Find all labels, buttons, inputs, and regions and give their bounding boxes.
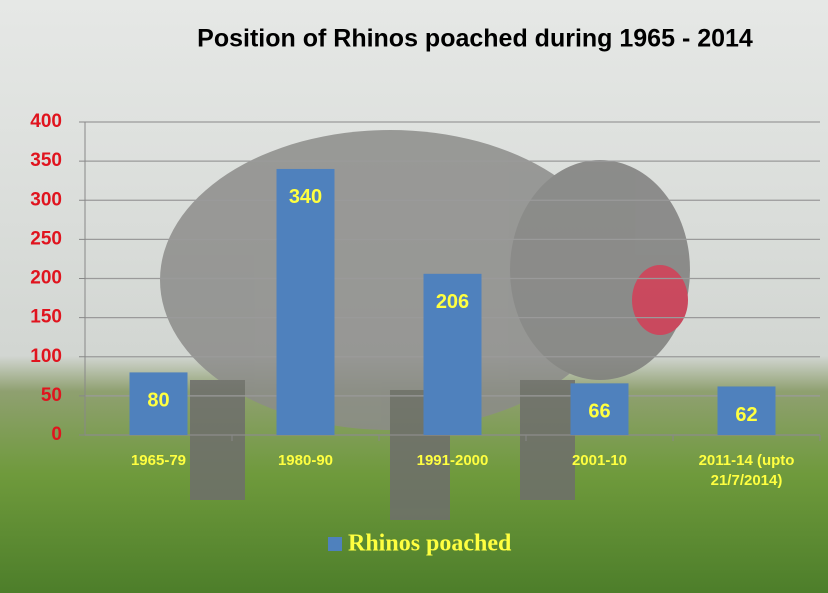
y-tick-label: 0 [51, 424, 62, 445]
chart: Position of Rhinos poached during 1965 -… [0, 0, 828, 593]
y-tick-label: 100 [30, 346, 62, 367]
value-label: 206 [436, 291, 469, 313]
x-tick-label: 1980-90 [236, 451, 376, 471]
y-tick-label: 150 [30, 307, 62, 328]
y-tick-label: 350 [30, 150, 62, 171]
y-tick-label: 300 [30, 189, 62, 210]
x-tick-label-box: 2001-10 [530, 451, 670, 501]
x-tick-label: 1965-79 [89, 451, 229, 471]
value-label: 80 [147, 390, 169, 412]
y-tick-label: 400 [30, 111, 62, 132]
x-tick-label-box: 1965-79 [89, 451, 229, 501]
value-label: 340 [289, 186, 322, 208]
value-label: 62 [735, 404, 757, 426]
x-tick-label: 2001-10 [530, 451, 670, 471]
x-tick-label-box: 1991-2000 [383, 451, 523, 501]
y-tick-label: 250 [30, 228, 62, 249]
x-tick-label-box: 2011-14 (upto 21/7/2014) [677, 451, 817, 501]
bar [277, 169, 335, 435]
legend-label: Rhinos poached [348, 531, 512, 557]
x-tick-label: 2011-14 (upto 21/7/2014) [677, 451, 817, 491]
y-tick-label: 50 [41, 385, 62, 406]
value-label: 66 [588, 401, 610, 423]
legend-swatch [328, 537, 342, 551]
y-tick-label: 200 [30, 268, 62, 289]
x-tick-label-box: 1980-90 [236, 451, 376, 501]
chart-title: Position of Rhinos poached during 1965 -… [197, 25, 753, 53]
x-tick-label: 1991-2000 [383, 451, 523, 471]
